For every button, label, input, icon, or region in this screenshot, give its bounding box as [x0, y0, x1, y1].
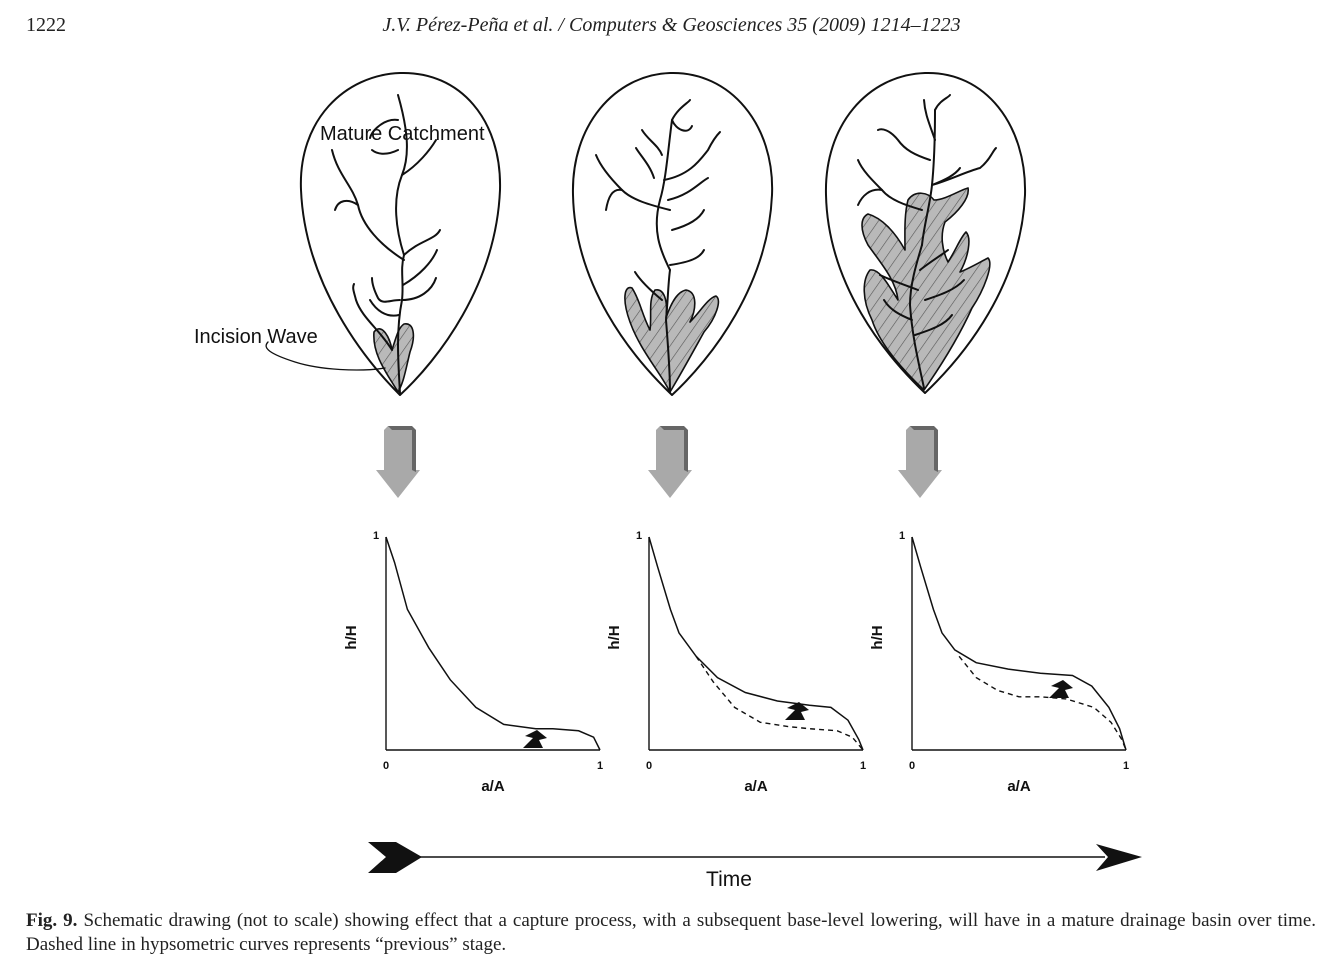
x-tick-label: 0 — [646, 760, 652, 772]
hypsometric-curve — [648, 536, 864, 751]
basin-stage-2 — [571, 71, 774, 396]
incision-wave-area — [624, 286, 720, 393]
y-tick-label: 1 — [373, 530, 379, 542]
y-axis-label: h/H — [343, 625, 360, 649]
x-axis-label: a/A — [744, 778, 768, 795]
previous-stage-curve — [695, 655, 864, 751]
x-tick-label: 1 — [860, 760, 866, 772]
x-tick-label: 1 — [597, 760, 603, 772]
river-network — [595, 99, 721, 393]
down-arrow-1 — [376, 426, 420, 498]
mature-catchment-label: Mature Catchment — [320, 123, 485, 145]
incision-wave-area — [373, 323, 415, 393]
x-axis-label: a/A — [481, 778, 505, 795]
river-network — [331, 94, 441, 394]
time-arrow-head — [1096, 844, 1142, 871]
y-axis-label: h/H — [869, 625, 886, 649]
hypsometric-curves: 0 1 1 a/A h/H 0 1 1 a/A h/H 0 1 1 a/A h/H — [343, 530, 1129, 795]
figure-caption: Fig. 9. Schematic drawing (not to scale)… — [26, 909, 1316, 957]
x-tick-label: 0 — [383, 760, 389, 772]
hypsometric-panel-1: 0 1 1 a/A h/H — [343, 530, 603, 795]
uplift-arrow-icon — [1049, 680, 1073, 698]
down-arrow-3 — [898, 426, 942, 498]
hypsometric-curve — [385, 536, 601, 751]
previous-stage-curve — [958, 655, 1127, 751]
hypsometric-panel-3: 0 1 1 a/A h/H — [869, 530, 1129, 795]
time-arrow — [368, 842, 1142, 873]
hypsometric-curve — [911, 536, 1127, 751]
incision-wave-area — [861, 187, 991, 391]
basin-outline — [299, 71, 502, 396]
y-axis-label: h/H — [606, 625, 623, 649]
caption-text: Schematic drawing (not to scale) showing… — [26, 910, 1317, 955]
basin-outline — [824, 71, 1027, 394]
page-number: 1222 — [26, 14, 66, 36]
basin-outline — [571, 71, 774, 396]
basin-stage-3 — [824, 71, 1027, 394]
incision-wave-label: Incision Wave — [194, 326, 318, 348]
river-network — [857, 94, 997, 389]
hypsometric-panel-2: 0 1 1 a/A h/H — [606, 530, 866, 795]
running-head: J.V. Pérez-Peña et al. / Computers & Geo… — [382, 14, 961, 36]
down-arrow-2 — [648, 426, 692, 498]
uplift-arrow-icon — [785, 702, 809, 720]
x-axis-label: a/A — [1007, 778, 1031, 795]
basin-mature — [265, 71, 502, 396]
incision-wave-pointer — [265, 341, 386, 371]
time-label: Time — [706, 868, 752, 891]
y-tick-label: 1 — [899, 530, 905, 542]
caption-label: Fig. 9. — [26, 910, 78, 931]
y-tick-label: 1 — [636, 530, 642, 542]
uplift-arrow-icon — [523, 730, 547, 748]
x-tick-label: 1 — [1123, 760, 1129, 772]
time-arrow-tail — [368, 842, 422, 873]
x-tick-label: 0 — [909, 760, 915, 772]
